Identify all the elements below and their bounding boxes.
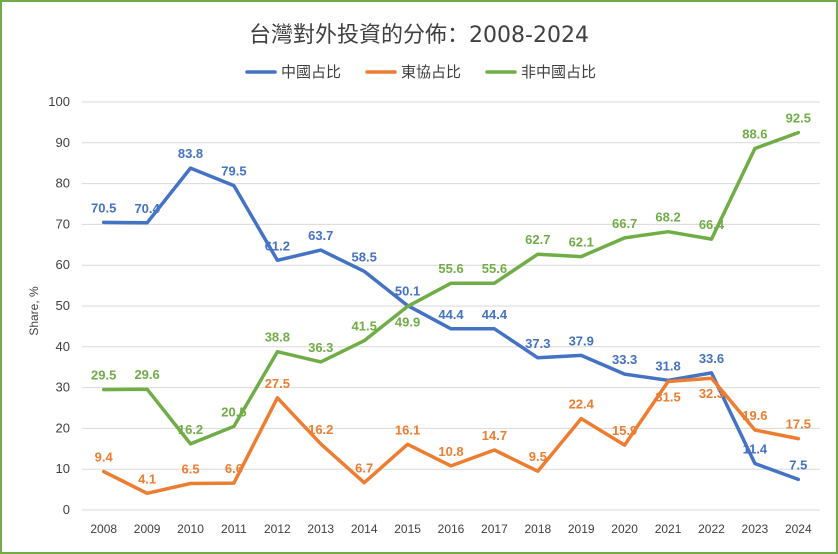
data-label: 55.6 [482, 261, 507, 276]
x-tick-label: 2015 [394, 522, 421, 536]
series-line [101, 130, 801, 446]
data-label: 66.7 [612, 216, 637, 231]
data-label: 55.6 [438, 261, 463, 276]
series-lines [101, 130, 801, 496]
x-tick-label: 2021 [655, 522, 682, 536]
data-label: 4.1 [138, 471, 156, 486]
legend-label: 中國占比 [281, 63, 341, 81]
gridlines [82, 101, 820, 511]
x-tick-label: 2018 [524, 522, 551, 536]
data-labels: 70.5 70.4 83.8 79.5 61.2 63.7 58.5 50.1 44.4 44.4… [91, 111, 811, 487]
x-tick-label: 2011 [221, 522, 247, 536]
data-label: 6.7 [355, 461, 373, 476]
y-tick-label: 50 [56, 298, 70, 313]
data-label: 38.8 [265, 330, 290, 345]
legend: 中國占比 東協占比 非中國占比 [245, 63, 596, 81]
y-tick-label: 100 [48, 94, 70, 109]
data-label: 44.4 [438, 307, 464, 322]
x-tick-label: 2010 [177, 522, 204, 536]
data-label: 16.2 [308, 422, 333, 437]
data-label: 88.6 [742, 127, 767, 142]
data-label: 9.5 [529, 449, 547, 464]
data-label: 14.7 [482, 428, 507, 443]
x-tick-label: 2012 [264, 522, 291, 536]
y-tick-label: 40 [56, 339, 70, 354]
legend-label: 非中國占比 [521, 63, 596, 81]
data-label: 92.5 [786, 111, 811, 126]
data-label: 10.8 [438, 444, 463, 459]
data-label: 62.1 [569, 235, 594, 250]
data-label: 41.5 [352, 319, 377, 334]
x-tick-label: 2023 [742, 522, 769, 536]
data-label: 7.5 [789, 457, 807, 472]
data-label: 70.4 [134, 201, 160, 216]
data-label: 22.4 [569, 397, 595, 412]
x-tick-label: 2017 [481, 522, 508, 536]
data-label: 16.2 [178, 422, 203, 437]
data-label: 66.4 [699, 217, 725, 232]
data-label: 44.4 [482, 307, 508, 322]
data-label: 61.2 [265, 238, 290, 253]
data-label: 33.6 [699, 351, 724, 366]
data-label: 83.8 [178, 146, 203, 161]
x-tick-label: 2013 [307, 522, 334, 536]
data-label: 31.8 [655, 358, 680, 373]
x-axis-ticks: 2008 2009 2010 2011 2012 2013 2014 2015 2016 2017… [90, 522, 812, 536]
data-label: 6.5 [181, 461, 199, 476]
data-label: 37.3 [525, 336, 550, 351]
x-tick-label: 2009 [134, 522, 161, 536]
data-label: 70.5 [91, 200, 116, 215]
data-label: 50.1 [395, 284, 420, 299]
data-label: 17.5 [786, 417, 811, 432]
data-label: 63.7 [308, 228, 333, 243]
data-label: 6.6 [225, 461, 243, 476]
data-label: 32.3 [699, 386, 724, 401]
x-tick-label: 2008 [90, 522, 117, 536]
series-line [101, 376, 801, 496]
y-tick-label: 70 [56, 216, 70, 231]
data-label: 49.9 [395, 314, 420, 329]
data-label: 11.4 [743, 441, 768, 456]
x-tick-label: 2019 [568, 522, 595, 536]
y-tick-label: 60 [56, 257, 70, 272]
data-label: 27.5 [265, 376, 290, 391]
y-axis-ticks: 0 10 20 30 40 50 60 70 80 90 100 [48, 94, 70, 517]
legend-label: 東協占比 [401, 63, 461, 81]
x-tick-label: 2014 [351, 522, 378, 536]
data-label: 58.5 [352, 249, 377, 264]
data-label: 37.9 [569, 333, 594, 348]
x-tick-label: 2020 [611, 522, 638, 536]
x-tick-label: 2016 [438, 522, 465, 536]
data-label: 16.1 [395, 422, 420, 437]
y-axis-label: Share, % [27, 286, 41, 336]
data-label: 36.3 [308, 340, 333, 355]
x-tick-label: 2024 [785, 522, 812, 536]
data-label: 33.3 [612, 352, 637, 367]
data-label: 15.9 [612, 423, 637, 438]
data-label: 68.2 [655, 210, 680, 225]
y-tick-label: 80 [56, 176, 70, 191]
chart-title: 台灣對外投資的分佈：2008-2024 [249, 23, 589, 48]
y-tick-label: 30 [56, 380, 70, 395]
data-label: 31.5 [655, 389, 680, 404]
data-label: 19.6 [742, 408, 767, 423]
y-tick-label: 20 [56, 420, 70, 435]
data-label: 29.5 [91, 368, 116, 383]
data-label: 62.7 [525, 232, 550, 247]
data-label: 9.4 [95, 450, 114, 465]
y-tick-label: 0 [63, 502, 70, 517]
series-line [101, 166, 801, 482]
data-label: 20.5 [221, 404, 246, 419]
data-label: 29.6 [134, 367, 159, 382]
y-tick-label: 90 [56, 135, 70, 150]
x-tick-label: 2022 [698, 522, 725, 536]
data-label: 79.5 [221, 164, 246, 179]
y-tick-label: 10 [56, 461, 70, 476]
